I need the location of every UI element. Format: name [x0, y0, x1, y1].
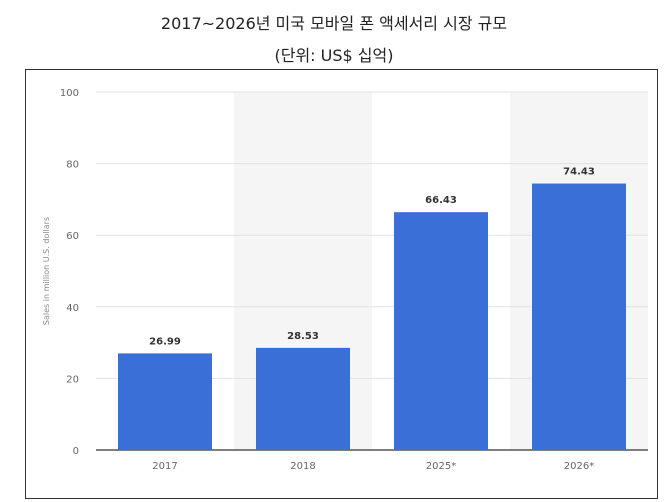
bar [256, 347, 350, 450]
value-labels: 26.99 28.53 66.43 74.43 [149, 167, 595, 348]
x-axis-ticks: 2017 2018 2025* 2026* [152, 461, 594, 472]
y-tick-label: 100 [60, 88, 79, 99]
y-tick-label: 60 [66, 231, 79, 242]
y-tick-label: 80 [66, 160, 79, 171]
y-tick-label: 0 [73, 446, 79, 457]
x-tick-label: 2017 [152, 461, 177, 472]
value-label: 26.99 [149, 336, 181, 347]
chart-frame: 0 20 40 60 80 100 26.99 28.53 66.43 74.43 2017 20… [25, 69, 658, 499]
y-axis-ticks: 0 20 40 60 80 100 [60, 88, 79, 457]
chart-subtitle: (단위: US$ 십억) [274, 46, 394, 65]
y-tick-label: 20 [66, 374, 79, 385]
bars [118, 183, 626, 451]
y-tick-label: 40 [66, 303, 79, 314]
x-tick-label: 2025* [426, 461, 456, 472]
y-axis-label: Sales in million U.S. dollars [42, 217, 51, 325]
bar [118, 353, 212, 450]
chart-title: 2017~2026년 미국 모바일 폰 액세서리 시장 규모 [160, 14, 508, 33]
value-label: 28.53 [287, 331, 319, 342]
value-label: 66.43 [425, 195, 457, 206]
value-label: 74.43 [563, 167, 595, 178]
y-axis-label-group: Sales in million U.S. dollars [42, 217, 51, 325]
bar [532, 183, 626, 451]
x-tick-label: 2018 [290, 461, 315, 472]
bar [394, 212, 488, 450]
x-tick-label: 2026* [564, 461, 594, 472]
